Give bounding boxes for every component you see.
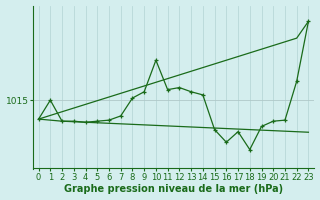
- X-axis label: Graphe pression niveau de la mer (hPa): Graphe pression niveau de la mer (hPa): [64, 184, 283, 194]
